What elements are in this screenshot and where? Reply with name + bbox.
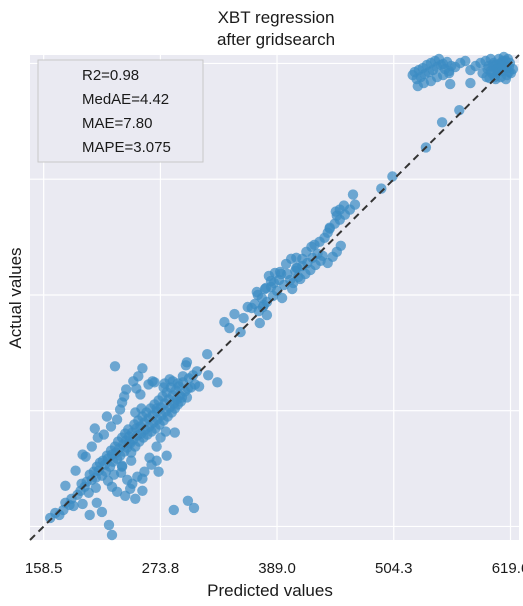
data-point [105,421,117,432]
data-point [454,105,465,116]
metric-mae: MAE=7.80 [82,115,152,132]
data-point [224,322,235,334]
data-point [137,363,148,374]
data-point [151,441,162,452]
x-axis-label: Predicted values [207,581,333,600]
chart-title-line-1: XBT regression [218,8,335,27]
data-point [460,55,471,67]
y-axis-label: Actual values [6,247,25,348]
data-point [275,268,287,280]
data-point [89,423,101,434]
data-point [335,240,346,251]
metric-medae: MedAE=4.42 [82,91,169,108]
data-point [191,366,203,377]
data-point [202,349,213,360]
data-point [338,200,350,211]
data-point [77,449,88,460]
data-point [77,498,88,510]
data-point [252,289,263,301]
data-point [68,500,79,512]
data-point [258,299,270,311]
data-point [158,382,169,393]
data-point [120,490,131,501]
data-point [111,414,123,425]
data-point [147,376,158,387]
x-tick-labels: 158.5 273.8 389.0 504.3 619.6 [25,560,523,577]
data-point [137,473,148,484]
x-tick-label: 389.0 [258,560,296,577]
data-point [376,183,387,194]
data-point [103,519,115,531]
data-point [172,378,183,389]
data-point [135,389,146,400]
x-tick-label: 273.8 [142,560,180,577]
data-point [96,506,108,518]
reference-line [29,54,520,541]
data-point [291,252,302,263]
x-tick-label: 504.3 [375,560,413,577]
data-point [188,502,200,514]
data-point [86,441,98,452]
data-point [137,485,148,496]
x-tick-label: 158.5 [25,560,63,577]
data-point [164,374,175,385]
data-point [92,432,104,443]
data-point [70,465,81,476]
data-point [116,461,128,472]
data-point [261,309,273,321]
data-point [229,308,240,320]
chart-title-line-2: after gridsearch [217,30,335,49]
data-point [109,361,121,372]
data-point [153,466,164,477]
data-point [293,271,304,283]
data-point [276,292,288,304]
data-point [347,189,359,200]
data-point [106,529,118,541]
data-points [45,51,519,541]
data-point [212,377,223,388]
data-point [445,78,456,90]
data-point [182,495,194,506]
data-point [267,290,279,302]
data-point [465,77,476,89]
metric-r2: R2=0.98 [82,67,139,84]
data-point [126,455,137,466]
metric-mape: MAPE=3.075 [82,139,171,156]
metrics-box: R2=0.98 MedAE=4.42 MAE=7.80 MAPE=3.075 [37,59,204,163]
data-point [84,509,95,521]
data-point [193,381,205,392]
data-point [265,275,277,287]
data-point [60,480,71,491]
data-point [91,497,103,508]
data-point [101,411,113,422]
data-point [203,370,214,381]
x-tick-label: 619.6 [492,560,523,577]
data-point [108,469,120,480]
data-point [291,262,302,274]
data-point [483,60,494,72]
data-point [238,312,249,324]
data-point [181,357,193,368]
data-point [161,450,172,461]
data-point [160,426,171,437]
data-point [324,223,335,234]
data-point [133,371,144,382]
data-point [136,403,147,414]
data-point [144,452,155,463]
data-point [436,117,448,128]
data-point [349,199,361,210]
data-point [331,210,342,221]
data-point [90,482,102,493]
data-point [176,392,188,403]
data-point [130,493,141,504]
data-point [121,384,132,395]
data-point [168,504,179,516]
data-point [254,317,265,329]
data-point [387,171,398,182]
metrics-box-frame [37,59,204,163]
data-point [169,427,180,438]
